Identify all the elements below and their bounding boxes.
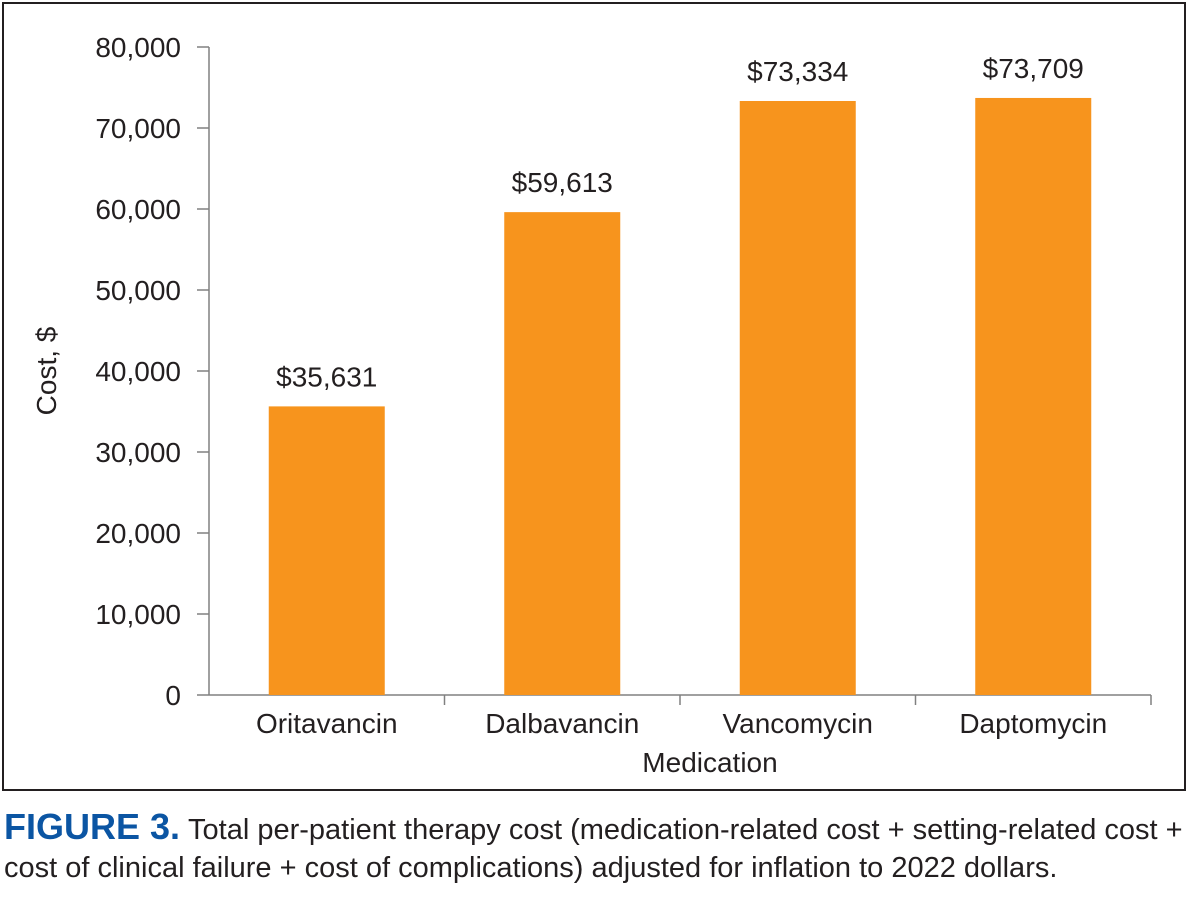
figure-caption: FIGURE 3. Total per-patient therapy cost … [4,808,1184,887]
y-tick-label: 20,000 [95,518,181,549]
x-tick-label: Dalbavancin [485,708,639,739]
y-tick-label: 0 [165,680,181,711]
y-tick-label: 30,000 [95,437,181,468]
data-label: $35,631 [276,361,377,392]
y-axis-title: Cost, $ [31,326,62,415]
bar-dalbavancin [504,212,621,695]
y-tick-label: 50,000 [95,275,181,306]
bar-daptomycin [975,97,1092,696]
y-tick-label: 10,000 [95,599,181,630]
y-tick-label: 40,000 [95,356,181,387]
x-tick-label: Vancomycin [723,708,873,739]
bar-chart: 0 10,000 20,000 30,000 40,000 50,000 60,000 70,… [31,32,1152,778]
caption-text: Total per-patient therapy cost (medicati… [4,814,1183,884]
bar-vancomycin [739,100,856,695]
x-tick-label: Oritavancin [256,708,398,739]
data-label: $59,613 [512,167,613,198]
y-tick-label: 70,000 [95,113,181,144]
x-tick-label: Daptomycin [959,708,1107,739]
y-tick-label: 60,000 [95,194,181,225]
data-label: $73,334 [747,56,848,87]
x-axis-title: Medication [642,747,777,778]
caption-label: FIGURE 3. [4,806,181,847]
chart-frame: 0 10,000 20,000 30,000 40,000 50,000 60,000 70,… [2,2,1186,791]
bar-oritavancin [268,406,385,695]
data-label: $73,709 [983,53,1084,84]
y-tick-label: 80,000 [95,32,181,63]
